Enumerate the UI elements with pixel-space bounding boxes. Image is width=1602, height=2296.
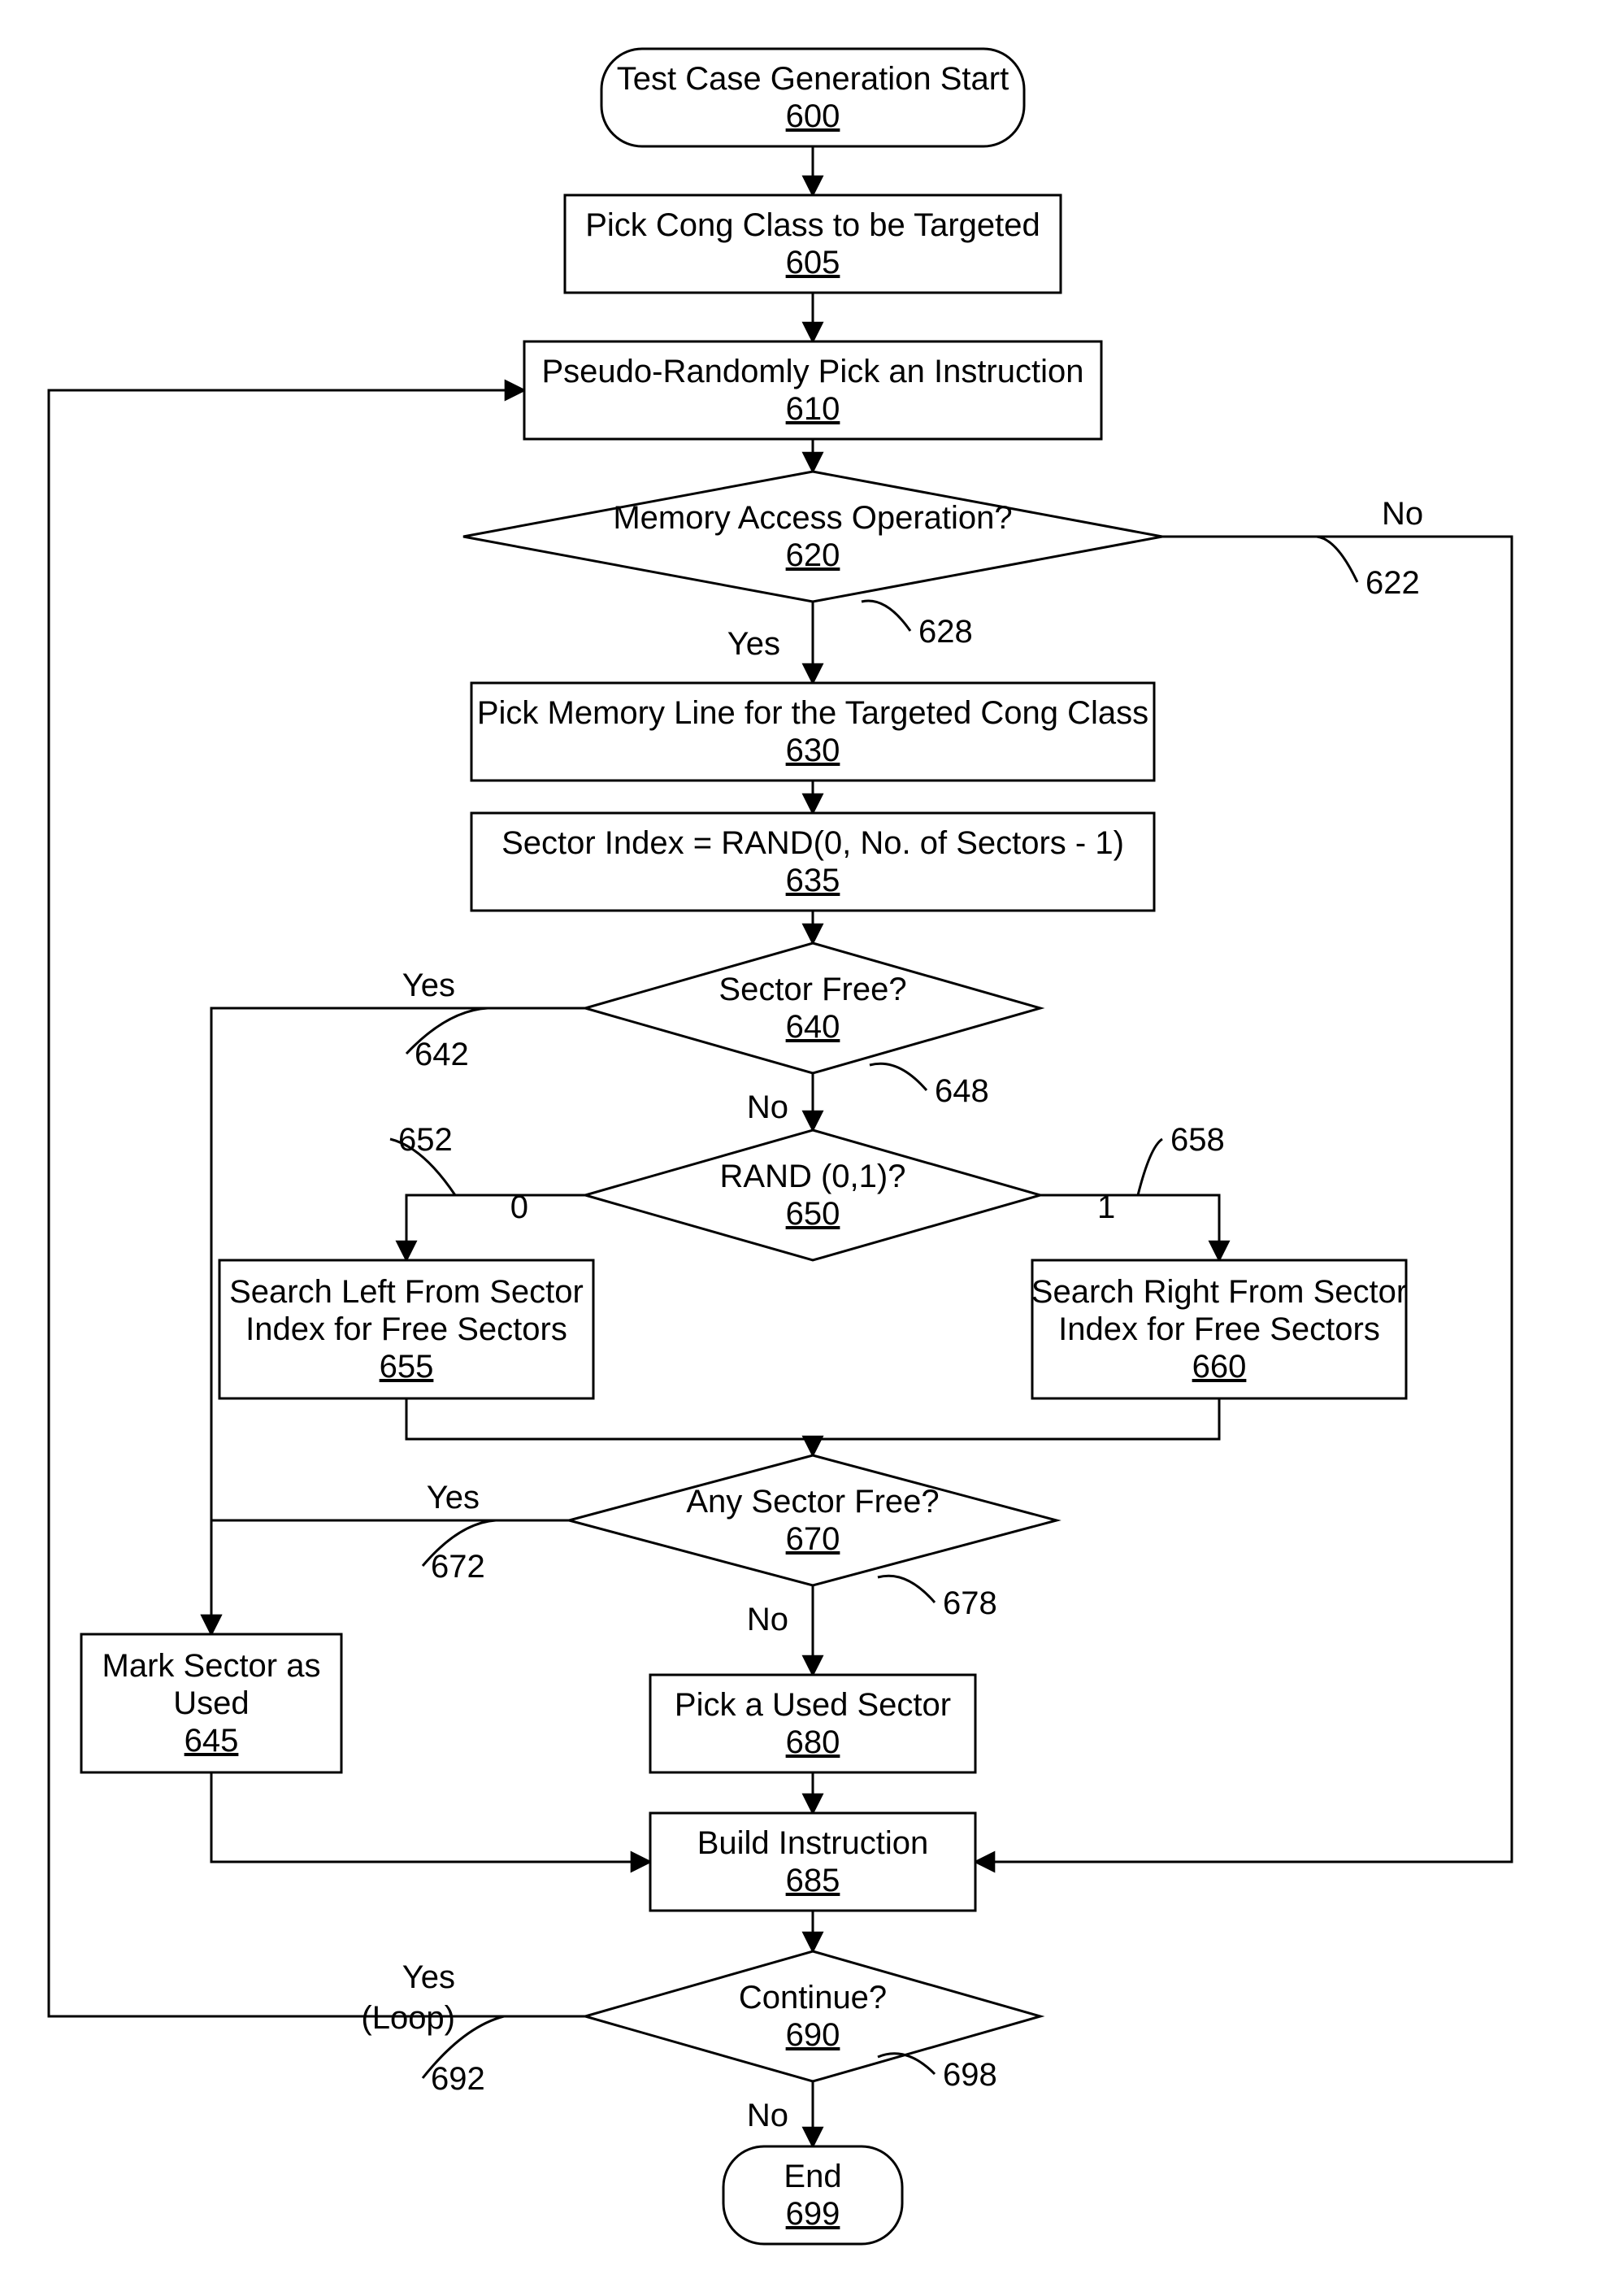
leader-line — [1317, 537, 1357, 582]
node-ref: 620 — [786, 537, 840, 573]
node-label: Pick a Used Sector — [675, 1687, 951, 1723]
edge-label: 622 — [1365, 565, 1420, 601]
node-label: Used — [173, 1685, 249, 1721]
leader-line — [878, 1576, 935, 1602]
edge-label: 672 — [431, 1549, 485, 1585]
node-label: End — [784, 2159, 841, 2194]
node-ref: 680 — [786, 1724, 840, 1760]
node-ref: 640 — [786, 1009, 840, 1045]
edge-label: No — [747, 2098, 788, 2133]
node-n670: Any Sector Free?670 — [569, 1455, 1057, 1585]
edge-label: Yes — [402, 1959, 455, 1995]
node-n640: Sector Free?640 — [585, 943, 1040, 1073]
node-n645: Mark Sector asUsed645 — [81, 1634, 341, 1772]
edge-label: 628 — [918, 614, 973, 650]
node-label: Sector Index = RAND(0, No. of Sectors - … — [501, 825, 1124, 861]
node-n650: RAND (0,1)?650 — [585, 1130, 1040, 1260]
edge-label: 658 — [1170, 1122, 1225, 1158]
node-ref: 660 — [1192, 1349, 1247, 1385]
node-ref: 645 — [185, 1723, 239, 1759]
node-label: Mark Sector as — [102, 1648, 321, 1684]
node-n685: Build Instruction685 — [650, 1813, 975, 1911]
edge-label: Yes — [402, 968, 455, 1003]
node-n600: Test Case Generation Start600 — [601, 49, 1024, 146]
leader-line — [870, 1063, 927, 1090]
leader-line — [862, 601, 910, 631]
node-label: Continue? — [739, 1980, 887, 2016]
node-n655: Search Left From SectorIndex for Free Se… — [219, 1260, 593, 1398]
node-ref: 600 — [786, 98, 840, 134]
node-label: Any Sector Free? — [686, 1484, 939, 1520]
node-label: Pick Memory Line for the Targeted Cong C… — [477, 695, 1148, 731]
node-label: Sector Free? — [719, 972, 906, 1007]
node-ref: 690 — [786, 2017, 840, 2053]
node-n680: Pick a Used Sector680 — [650, 1675, 975, 1772]
edge — [813, 1398, 1219, 1439]
node-ref: 635 — [786, 863, 840, 898]
node-ref: 670 — [786, 1521, 840, 1557]
node-ref: 605 — [786, 245, 840, 280]
edge-label: 678 — [943, 1585, 997, 1621]
edge-label: 642 — [415, 1037, 469, 1072]
node-label: Index for Free Sectors — [1058, 1311, 1380, 1347]
node-n630: Pick Memory Line for the Targeted Cong C… — [471, 683, 1154, 781]
node-ref: 610 — [786, 391, 840, 427]
edge-label: No — [1382, 496, 1423, 532]
node-label: Index for Free Sectors — [245, 1311, 567, 1347]
node-n635: Sector Index = RAND(0, No. of Sectors - … — [471, 813, 1154, 911]
node-label: Pseudo-Randomly Pick an Instruction — [542, 354, 1084, 389]
node-n660: Search Right From SectorIndex for Free S… — [1031, 1260, 1407, 1398]
node-label: RAND (0,1)? — [720, 1159, 906, 1194]
node-ref: 699 — [786, 2196, 840, 2232]
edge-label: 0 — [510, 1189, 528, 1225]
edge-label: Yes — [427, 1480, 480, 1515]
edge-label: Yes — [727, 626, 780, 662]
node-ref: 650 — [786, 1196, 840, 1232]
edge — [1040, 1195, 1219, 1260]
edge-label: 1 — [1097, 1189, 1115, 1225]
node-ref: 655 — [380, 1349, 434, 1385]
edge-label: No — [747, 1089, 788, 1125]
edge-label: No — [747, 1602, 788, 1637]
edge — [211, 1772, 650, 1862]
node-n610: Pseudo-Randomly Pick an Instruction610 — [524, 341, 1101, 439]
node-n699: End699 — [723, 2146, 902, 2244]
flowchart-svg: Test Case Generation Start600 Pick Cong C… — [0, 0, 1602, 2296]
node-ref: 685 — [786, 1863, 840, 1898]
node-label: Pick Cong Class to be Targeted — [585, 207, 1040, 243]
edge-label: 692 — [431, 2061, 485, 2097]
node-label: Search Right From Sector — [1031, 1274, 1407, 1310]
flowchart-root: Test Case Generation Start600 Pick Cong C… — [0, 0, 1602, 2296]
edge — [211, 1520, 569, 1634]
node-label: Memory Access Operation? — [613, 500, 1012, 536]
edge-label: (Loop) — [361, 2000, 455, 2036]
edge-label: 652 — [398, 1122, 453, 1158]
node-label: Search Left From Sector — [229, 1274, 584, 1310]
edge-label: 648 — [935, 1073, 989, 1109]
node-label: Build Instruction — [697, 1825, 929, 1861]
leader-line — [1138, 1139, 1162, 1195]
node-n605: Pick Cong Class to be Targeted605 — [565, 195, 1061, 293]
edge-label: 698 — [943, 2057, 997, 2093]
edge — [406, 1398, 813, 1455]
node-ref: 630 — [786, 733, 840, 768]
node-label: Test Case Generation Start — [617, 61, 1009, 97]
edge — [406, 1195, 585, 1260]
node-n620: Memory Access Operation?620 — [463, 472, 1162, 602]
